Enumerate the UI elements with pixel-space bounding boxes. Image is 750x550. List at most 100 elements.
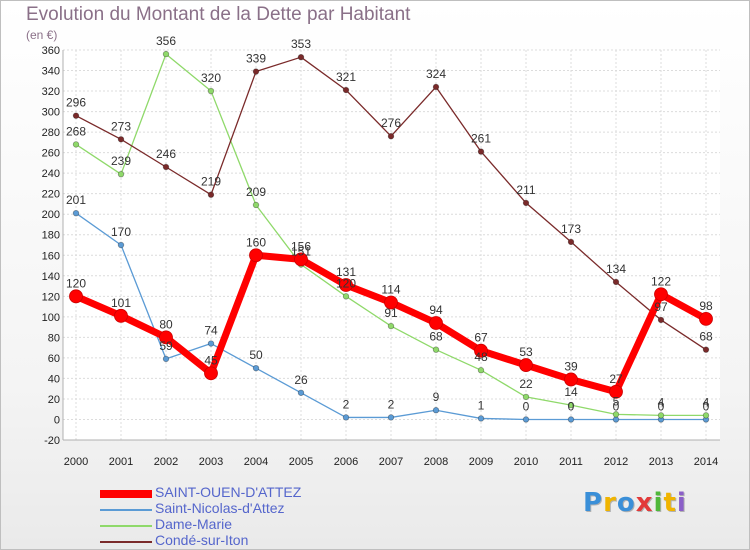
data-label: 320 [201, 71, 221, 85]
data-label: 268 [66, 124, 86, 138]
data-point [567, 238, 575, 246]
data-label: 68 [699, 330, 713, 344]
data-label: 120 [336, 276, 356, 290]
data-label: 0 [568, 399, 575, 413]
data-label: 0 [703, 399, 710, 413]
data-label: 2 [388, 397, 395, 411]
data-label: 9 [433, 390, 440, 404]
data-point [297, 53, 305, 61]
data-label: 53 [519, 345, 533, 359]
data-label: 68 [429, 330, 443, 344]
data-point [387, 322, 395, 330]
data-label: 170 [111, 225, 131, 239]
data-point [609, 384, 623, 399]
data-point [117, 241, 125, 249]
logo-letter: o [616, 488, 636, 518]
data-label: 131 [336, 265, 356, 279]
x-tick-label: 2001 [109, 456, 133, 468]
data-label: 324 [426, 67, 446, 81]
data-label: 239 [111, 154, 131, 168]
x-tick-label: 2008 [424, 456, 448, 468]
y-tick-label: 140 [42, 271, 60, 283]
x-tick-label: 2007 [379, 456, 403, 468]
data-point [477, 148, 485, 155]
data-point [387, 133, 395, 140]
data-point [159, 330, 173, 345]
y-tick-label: 60 [48, 353, 60, 365]
x-tick-label: 2014 [694, 456, 718, 468]
data-point [654, 287, 668, 302]
data-label: 4 [703, 395, 710, 409]
data-label: 0 [658, 399, 665, 413]
y-tick-label: 200 [42, 209, 60, 221]
data-label: 201 [66, 193, 86, 207]
data-point [207, 191, 215, 198]
data-label: 151 [291, 245, 311, 259]
legend-label: Dame-Marie [155, 516, 233, 532]
logo-letter: r [603, 488, 617, 518]
x-tick-label: 2012 [604, 456, 628, 468]
data-label: 45 [204, 353, 218, 367]
data-point [657, 316, 665, 324]
chart-unit: (en €) [26, 28, 58, 42]
data-point [162, 50, 170, 58]
data-point [567, 401, 575, 409]
data-point [519, 358, 533, 372]
data-point [702, 412, 710, 419]
data-label: 120 [66, 276, 86, 290]
data-label: 50 [249, 348, 263, 362]
data-label: 4 [658, 395, 665, 409]
data-point [69, 289, 83, 304]
data-point [477, 415, 485, 422]
data-point [252, 364, 260, 372]
y-tick-label: 280 [42, 127, 60, 139]
data-label: 26 [294, 373, 308, 387]
x-tick-label: 2006 [334, 456, 358, 468]
data-label: 276 [381, 116, 401, 130]
data-point [657, 412, 665, 419]
legend-label: SAINT-OUEN-D'ATTEZ [155, 484, 302, 500]
data-point [612, 411, 620, 418]
data-point [432, 346, 440, 353]
proxiti-logo: Proxiti [583, 488, 687, 518]
data-point [432, 83, 440, 91]
y-tick-label: 360 [42, 45, 60, 57]
data-point [564, 372, 578, 387]
data-label: 0 [613, 399, 620, 413]
data-point [522, 199, 530, 207]
y-tick-label: 240 [42, 168, 60, 180]
data-label: 261 [471, 132, 491, 146]
data-label: 39 [564, 359, 578, 373]
legend-label: Saint-Nicolas-d'Attez [155, 500, 285, 516]
x-tick-label: 2013 [649, 456, 673, 468]
data-point [342, 293, 350, 300]
x-tick-label: 2005 [289, 456, 313, 468]
x-tick-label: 2010 [514, 456, 538, 468]
data-point [384, 295, 398, 310]
data-point [297, 389, 305, 396]
logo-letter: x [635, 488, 654, 518]
data-point [432, 407, 440, 414]
data-point [522, 393, 530, 401]
data-label: 67 [474, 331, 488, 345]
legend-swatch [100, 525, 152, 527]
data-label: 296 [66, 96, 86, 110]
data-point [387, 414, 395, 421]
data-label: 59 [159, 339, 173, 353]
data-label: 74 [204, 324, 218, 338]
logo-letter: t [663, 488, 677, 518]
data-label: 219 [201, 175, 221, 189]
legend-swatch [100, 490, 152, 498]
data-point [294, 252, 308, 267]
x-tick-label: 2003 [199, 456, 223, 468]
y-tick-label: 220 [42, 189, 60, 201]
data-point [114, 308, 128, 323]
logo-letter: i [676, 488, 687, 518]
y-tick-label: 20 [48, 394, 60, 406]
data-label: 27 [609, 372, 623, 386]
data-point [522, 416, 530, 423]
y-tick-label: 340 [42, 66, 60, 78]
data-label: 94 [429, 303, 443, 317]
data-label: 14 [564, 385, 578, 399]
chart-title: Evolution du Montant de la Dette par Hab… [26, 4, 411, 25]
